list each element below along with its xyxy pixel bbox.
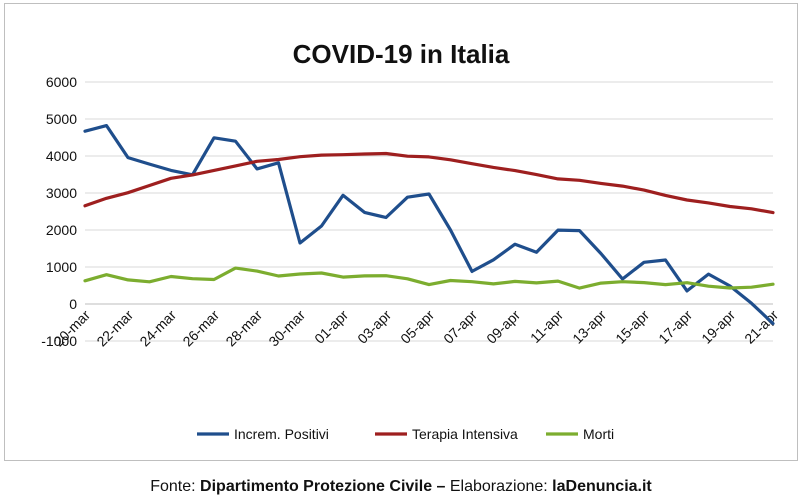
legend-label: Morti [583, 426, 614, 442]
y-tick-label: 1000 [46, 259, 77, 275]
chart-frame: COVID-19 in Italia -1000 0 1000 2000 3000 400… [4, 3, 798, 461]
x-tick-label: 28-mar [222, 307, 265, 350]
line-chart: COVID-19 in Italia -1000 0 1000 2000 3000 400… [41, 39, 781, 442]
x-tick-label: 26-mar [179, 307, 222, 350]
y-tick-label: 6000 [46, 74, 77, 90]
y-tick-label: 2000 [46, 222, 77, 238]
y-tick-label: 0 [69, 296, 77, 312]
chart-title: COVID-19 in Italia [293, 39, 510, 69]
y-tick-label: 3000 [46, 185, 77, 201]
series-line-2 [83, 266, 775, 290]
x-axis-ticks: 20-mar 22-mar 24-mar 26-mar 28-mar 30-mar 01-a… [50, 307, 781, 350]
legend-label: Increm. Positivi [234, 426, 329, 442]
x-tick-label: 24-mar [136, 307, 179, 350]
series-lines [83, 123, 775, 326]
x-tick-label: 11-apr [527, 307, 566, 346]
x-tick-label: 30-mar [265, 307, 308, 350]
footer-site: laDenuncia.it [552, 478, 652, 495]
legend-label: Terapia Intensiva [412, 426, 518, 442]
source-footer: Fonte: Dipartimento Protezione Civile – … [0, 478, 802, 496]
footer-prefix: Fonte: [150, 478, 201, 495]
series-line-0 [83, 123, 775, 326]
y-tick-label: -1000 [41, 333, 77, 349]
x-tick-label: 22-mar [93, 307, 136, 350]
footer-source: Dipartimento Protezione Civile – [200, 478, 446, 495]
series-line-1 [83, 151, 775, 215]
gridlines [85, 81, 773, 342]
y-axis-ticks: -1000 0 1000 2000 3000 4000 5000 6000 [41, 74, 77, 349]
y-tick-label: 5000 [46, 111, 77, 127]
footer-middle: Elaborazione: [445, 478, 553, 495]
legend: Increm. Positivi Terapia Intensiva Morti [197, 426, 614, 442]
y-tick-label: 4000 [46, 148, 77, 164]
